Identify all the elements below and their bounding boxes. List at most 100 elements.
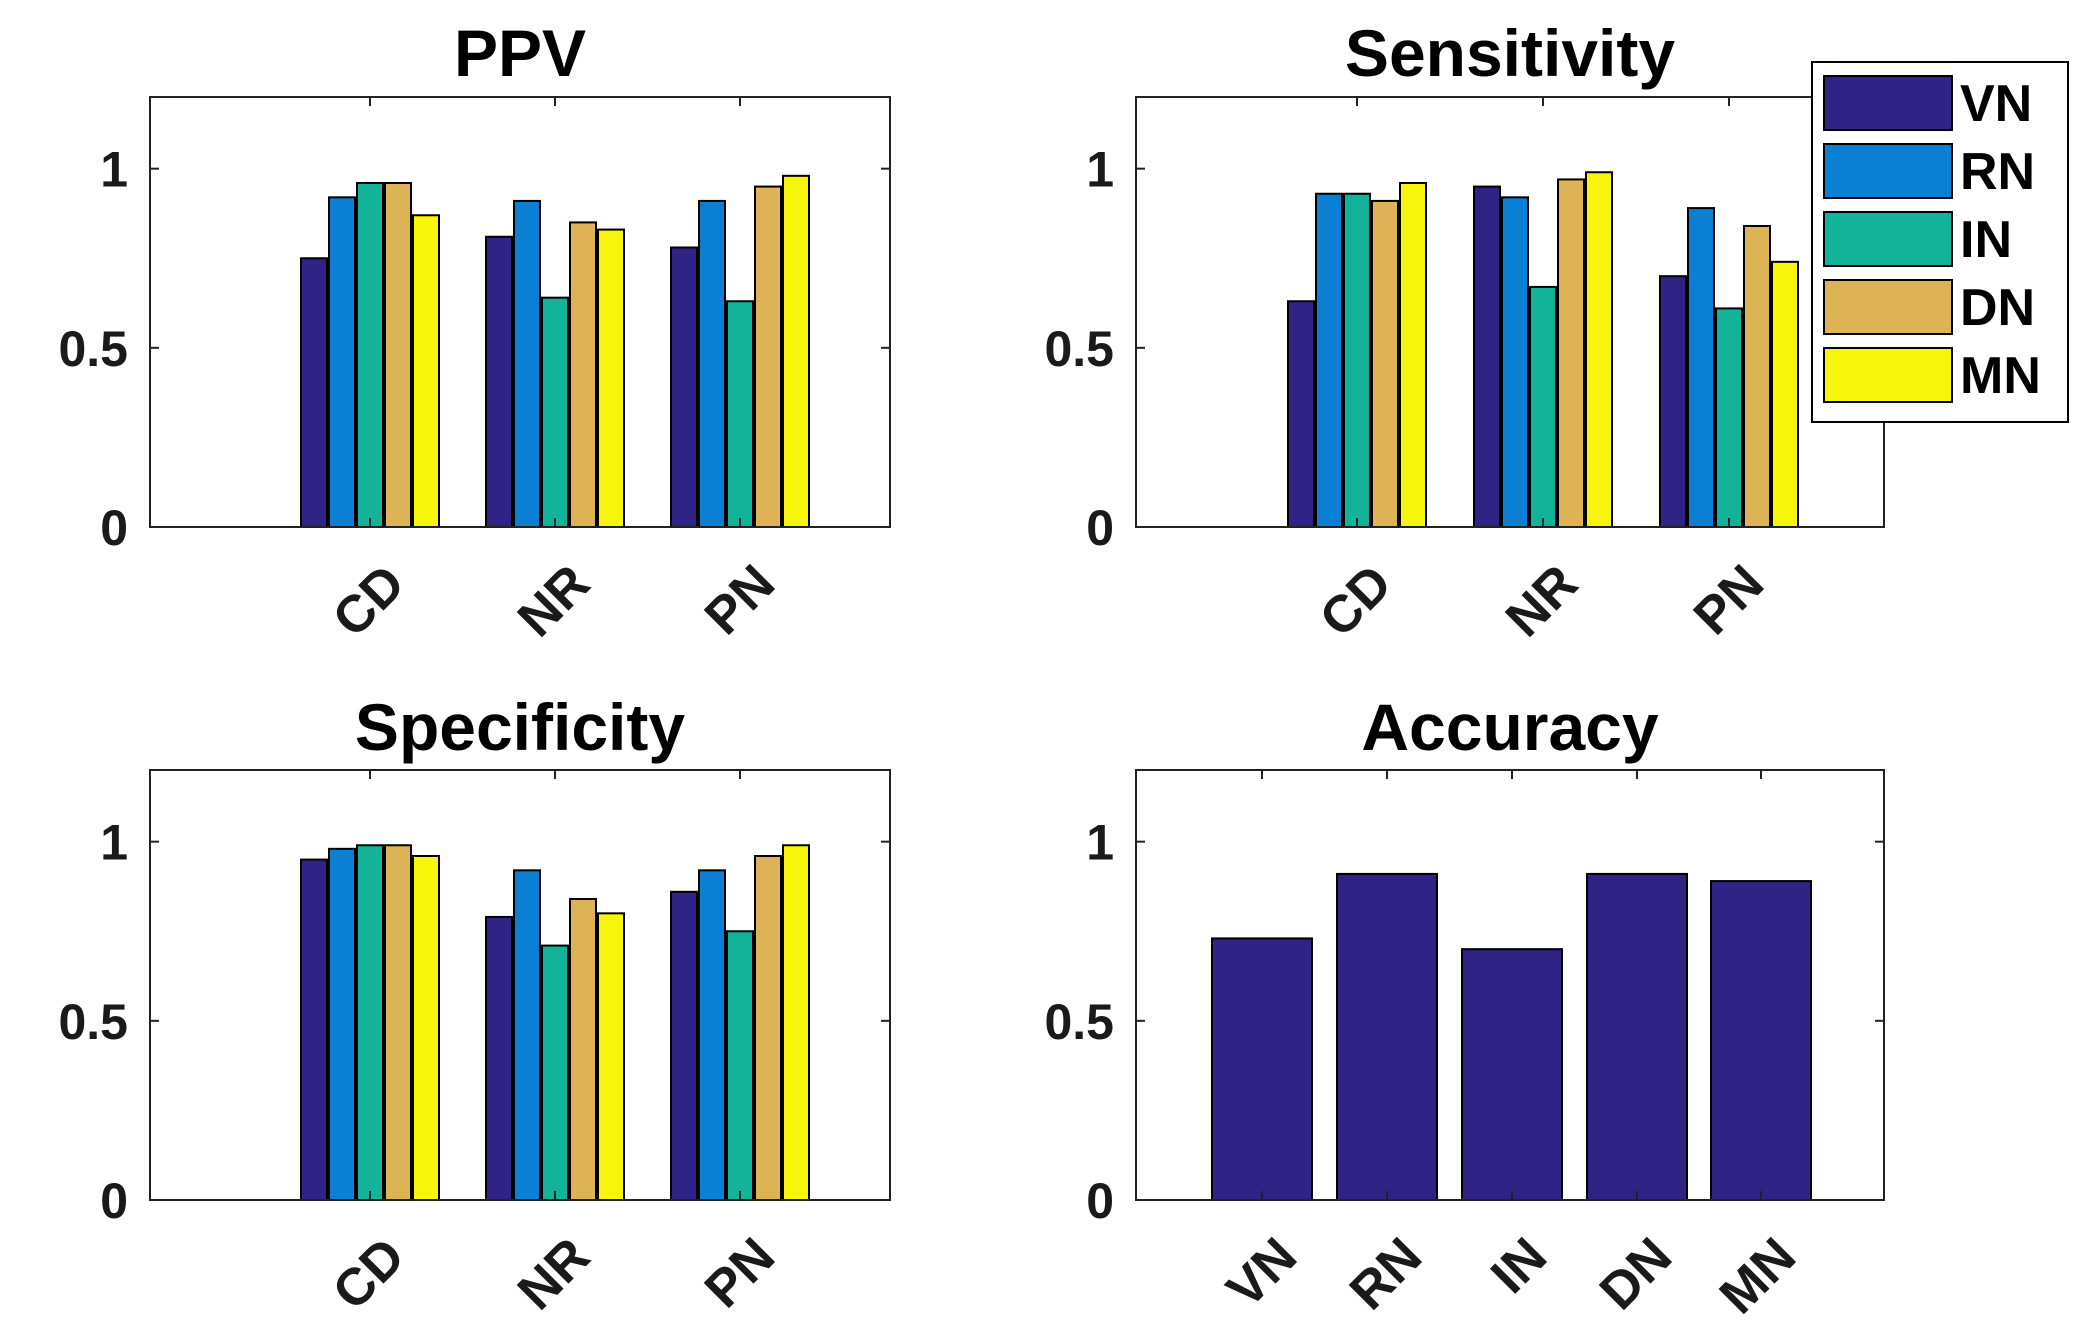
specificity-bar-cd-rn <box>328 847 356 1201</box>
accuracy-xtick-label-in: IN <box>1480 1227 1558 1305</box>
ppv-bar-nr-in <box>541 296 569 528</box>
ppv-xtick-label-pn: PN <box>694 554 786 646</box>
specificity-chart: Specificity 00.51 CD NR PN <box>58 690 891 1321</box>
ppv-bar-cd-mn <box>412 214 440 528</box>
sensitivity-bar-cd-vn <box>1287 300 1315 528</box>
ppv-title: PPV <box>454 16 586 90</box>
sensitivity-bar-pn-mn <box>1771 260 1799 528</box>
sensitivity-ytick-label: 1 <box>1086 142 1114 198</box>
sensitivity-bar-cd-dn <box>1371 199 1399 529</box>
specificity-title: Specificity <box>355 690 685 764</box>
ppv-bar-pn-rn <box>698 199 726 529</box>
accuracy-xtick-label-dn: DN <box>1589 1227 1683 1321</box>
specificity-bar-pn-vn <box>670 890 698 1201</box>
specificity-xtick-label-pn: PN <box>694 1227 786 1319</box>
specificity-xtick-label-cd: CD <box>322 1227 416 1321</box>
specificity-bar-nr-rn <box>513 869 541 1201</box>
specificity-bar-pn-rn <box>698 869 726 1201</box>
ppv-axes-box <box>149 96 891 528</box>
accuracy-bar-in <box>1461 948 1563 1202</box>
sensitivity-bar-nr-in <box>1529 285 1557 528</box>
sensitivity-bar-pn-rn <box>1687 207 1715 528</box>
specificity-bars <box>300 844 810 1202</box>
sensitivity-bar-pn-dn <box>1743 225 1771 528</box>
ppv-bar-pn-dn <box>754 185 782 528</box>
sensitivity-bar-nr-rn <box>1501 196 1529 528</box>
sensitivity-bar-pn-vn <box>1659 275 1687 528</box>
sensitivity-bar-cd-rn <box>1315 192 1343 528</box>
specificity-ytick-label: 0 <box>100 1173 128 1229</box>
accuracy-xtick-label-rn: RN <box>1339 1227 1433 1321</box>
specificity-ytick-label: 1 <box>100 815 128 871</box>
sensitivity-xtick-label-cd: CD <box>1309 554 1403 648</box>
accuracy-ytick-label: 0 <box>1086 1173 1114 1229</box>
legend-label-mn: MN <box>1960 347 2041 405</box>
sensitivity-ytick-label: 0 <box>1086 500 1114 556</box>
sensitivity-bar-cd-in <box>1343 192 1371 528</box>
sensitivity-bar-nr-dn <box>1557 178 1585 529</box>
sensitivity-bar-nr-vn <box>1473 185 1501 528</box>
accuracy-axes-box <box>1135 769 1885 1201</box>
ppv-bar-pn-mn <box>782 174 810 528</box>
legend-swatch-rn <box>1823 143 1953 199</box>
ppv-y-axis: 00.51 <box>58 142 890 556</box>
sensitivity-chart: Sensitivity 00.51 CD NR PN <box>1044 16 1885 648</box>
accuracy-ytick-label: 1 <box>1086 815 1114 871</box>
legend-label-in: IN <box>1960 211 2012 269</box>
specificity-bar-cd-vn <box>300 858 328 1201</box>
specificity-bar-cd-in <box>356 844 384 1201</box>
sensitivity-xtick-label-nr: NR <box>1495 554 1589 648</box>
accuracy-bar-dn <box>1586 872 1688 1202</box>
legend-swatch-in <box>1823 211 1953 267</box>
ppv-bar-cd-dn <box>384 182 412 528</box>
ppv-bar-nr-dn <box>569 221 597 529</box>
ppv-bar-nr-mn <box>597 228 625 528</box>
accuracy-xtick-label-vn: VN <box>1216 1227 1308 1319</box>
specificity-bar-pn-mn <box>782 844 810 1201</box>
specificity-bar-cd-mn <box>412 855 440 1201</box>
ppv-xtick-label-cd: CD <box>322 554 416 648</box>
legend-label-vn: VN <box>1960 75 2032 133</box>
specificity-xtick-label-nr: NR <box>507 1227 601 1321</box>
specificity-axes-box <box>149 769 891 1201</box>
legend-label-dn: DN <box>1960 279 2035 337</box>
legend-swatch-mn <box>1823 347 1953 403</box>
ppv-bar-cd-rn <box>328 196 356 528</box>
ppv-xtick-label-nr: NR <box>507 554 601 648</box>
specificity-y-axis: 00.51 <box>58 815 890 1229</box>
sensitivity-xtick-label-pn: PN <box>1683 554 1775 646</box>
ppv-bar-nr-rn <box>513 199 541 529</box>
accuracy-bars <box>1211 872 1812 1202</box>
sensitivity-bar-nr-mn <box>1585 171 1613 528</box>
sensitivity-bar-cd-mn <box>1399 182 1427 528</box>
specificity-ytick-label: 0.5 <box>58 994 128 1050</box>
accuracy-bar-rn <box>1336 872 1438 1202</box>
accuracy-xtick-label-mn: MN <box>1709 1227 1807 1325</box>
accuracy-bar-mn <box>1710 880 1812 1201</box>
accuracy-y-axis: 00.51 <box>1044 815 1884 1229</box>
ppv-bar-nr-vn <box>485 235 513 528</box>
ppv-bar-cd-vn <box>300 257 328 528</box>
ppv-ytick-label: 0 <box>100 500 128 556</box>
ppv-ytick-label: 1 <box>100 142 128 198</box>
sensitivity-bars <box>1287 171 1799 529</box>
specificity-bar-pn-in <box>726 930 754 1201</box>
accuracy-chart: Accuracy 00.51 VN RN IN DN MN <box>1044 690 1885 1325</box>
legend-swatch-dn <box>1823 279 1953 335</box>
specificity-bar-nr-mn <box>597 912 625 1201</box>
ppv-ytick-label: 0.5 <box>58 321 128 377</box>
legend: VN RN IN DN MN <box>1811 61 2069 423</box>
legend-label-rn: RN <box>1960 143 2035 201</box>
accuracy-title: Accuracy <box>1361 690 1658 764</box>
specificity-bar-cd-dn <box>384 844 412 1201</box>
sensitivity-y-axis: 00.51 <box>1044 142 1884 556</box>
specificity-bar-nr-in <box>541 944 569 1201</box>
sensitivity-ytick-label: 0.5 <box>1044 321 1114 377</box>
accuracy-ytick-label: 0.5 <box>1044 994 1114 1050</box>
ppv-bar-cd-in <box>356 182 384 528</box>
legend-swatch-vn <box>1823 75 1953 131</box>
sensitivity-bar-pn-in <box>1715 307 1743 528</box>
accuracy-bar-vn <box>1211 937 1313 1202</box>
ppv-bar-pn-vn <box>670 246 698 528</box>
